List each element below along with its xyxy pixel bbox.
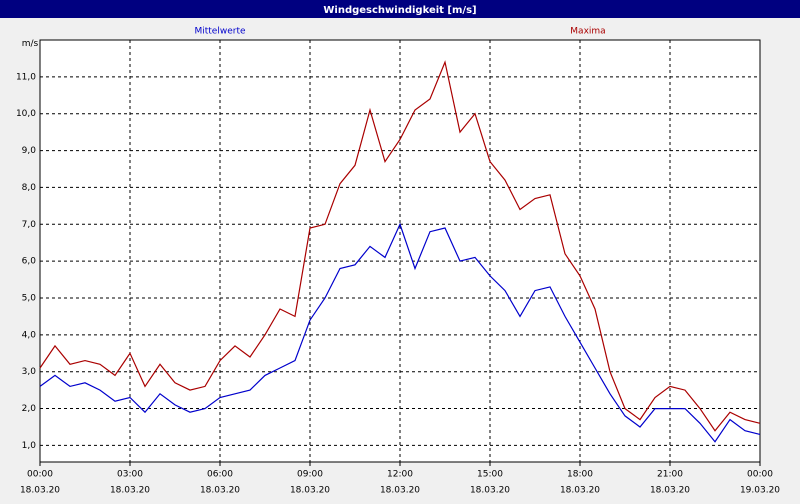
legend-label: Mittelwerte [194,27,245,37]
x-tick-date: 18.03.20 [380,486,420,496]
y-tick-label: 2,0 [22,404,37,414]
x-tick-label: 03:00 [117,470,143,480]
y-unit: m/s [22,39,39,49]
y-tick-label: 9,0 [22,146,37,156]
chart-title: Windgeschwindigkeit [m/s] [323,5,476,16]
x-tick-date: 18.03.20 [470,486,510,496]
x-tick-date: 18.03.20 [110,486,150,496]
x-tick-date: 18.03.20 [650,486,690,496]
x-tick-label: 06:00 [207,470,233,480]
x-tick-label: 18:00 [567,470,593,480]
x-tick-label: 09:00 [297,470,323,480]
series-line [39,222,761,443]
x-tick-label: 21:00 [657,470,683,480]
x-tick-label: 12:00 [387,470,413,480]
x-tick-date: 18.03.20 [290,486,330,496]
x-tick-label: 00:00 [747,470,773,480]
y-tick-label: 1,0 [22,441,37,451]
y-tick-label: 7,0 [22,220,37,230]
y-tick-label: 8,0 [22,183,37,193]
x-tick-date: 18.03.20 [20,486,60,496]
x-tick-label: 00:00 [27,470,53,480]
y-tick-label: 11,0 [16,72,36,82]
y-tick-label: 3,0 [22,367,37,377]
y-tick-label: 4,0 [22,330,37,340]
legend-label: Maxima [570,27,605,37]
x-tick-label: 15:00 [477,470,503,480]
y-tick-label: 6,0 [22,257,37,267]
y-tick-label: 10,0 [16,109,36,119]
title-bar [0,0,800,18]
x-tick-date: 18.03.20 [200,486,240,496]
y-tick-label: 5,0 [22,293,37,303]
series-line [39,60,761,432]
x-tick-date: 19.03.20 [740,486,780,496]
x-tick-date: 18.03.20 [560,486,600,496]
